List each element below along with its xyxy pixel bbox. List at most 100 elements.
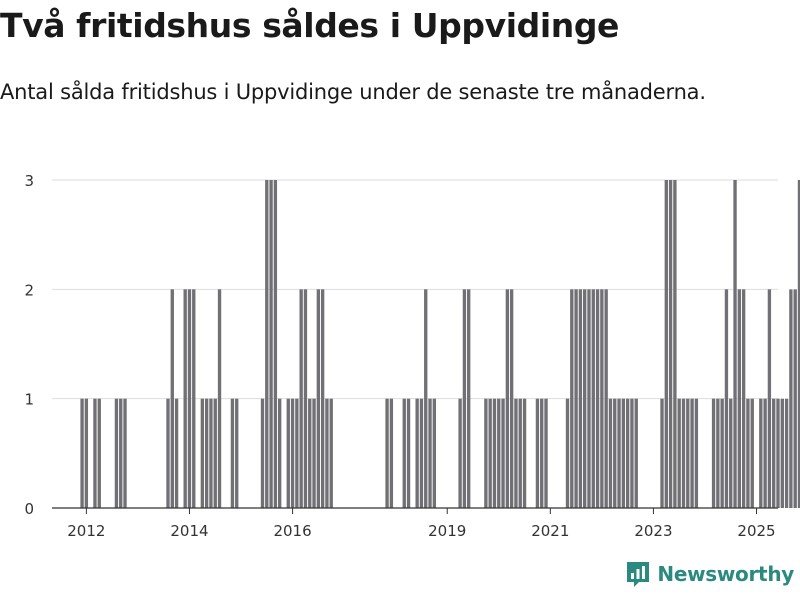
bar <box>746 398 750 508</box>
bar <box>784 398 789 508</box>
bar <box>80 398 84 508</box>
bar <box>273 180 278 508</box>
x-tick-label: 2025 <box>737 522 775 540</box>
bar <box>767 289 772 508</box>
bar <box>711 398 716 508</box>
bar <box>484 398 488 508</box>
x-tick-label: 2014 <box>170 522 208 540</box>
y-tick-label: 0 <box>24 500 34 518</box>
bar <box>522 398 527 508</box>
bar <box>93 398 97 508</box>
bar <box>286 398 290 508</box>
bar <box>303 289 308 508</box>
bar <box>213 398 217 508</box>
bar <box>217 289 222 508</box>
bar <box>462 289 467 508</box>
bar <box>230 398 235 508</box>
bar <box>763 398 767 508</box>
bar <box>613 398 617 508</box>
bar <box>544 398 548 508</box>
bar <box>694 398 699 508</box>
bar <box>690 398 694 508</box>
bar <box>595 289 600 508</box>
bar <box>574 289 578 508</box>
bar <box>415 398 419 508</box>
bar <box>174 398 179 508</box>
bar <box>591 289 595 508</box>
bar <box>604 289 608 508</box>
bar <box>424 289 428 508</box>
x-tick-label: 2019 <box>428 522 466 540</box>
bar <box>497 398 501 508</box>
bar <box>724 289 729 508</box>
bar <box>492 398 497 508</box>
bar <box>780 398 784 508</box>
bar <box>269 180 273 508</box>
bar <box>265 180 269 508</box>
bar <box>467 289 471 508</box>
bar <box>759 398 763 508</box>
newsworthy-logo-icon <box>627 562 650 587</box>
bar <box>290 398 295 508</box>
bar <box>729 398 733 508</box>
bar <box>565 398 570 508</box>
bar <box>578 289 583 508</box>
bar <box>660 398 664 508</box>
bar <box>540 398 544 508</box>
bar <box>432 398 437 508</box>
bar <box>514 398 518 508</box>
x-tick-label: 2021 <box>531 522 569 540</box>
bar <box>625 398 630 508</box>
bar <box>793 289 797 508</box>
bar <box>402 398 406 508</box>
bar <box>389 398 394 508</box>
brand-logo: Newsworthy <box>625 560 794 588</box>
bar <box>97 398 101 508</box>
bar <box>170 289 174 508</box>
bar <box>166 398 170 508</box>
bar <box>316 289 321 508</box>
bar <box>278 398 282 508</box>
bar <box>673 180 677 508</box>
bar <box>200 398 205 508</box>
bar <box>204 398 209 508</box>
bar <box>419 398 424 508</box>
bar <box>677 398 681 508</box>
bar <box>123 398 127 508</box>
bar <box>428 398 432 508</box>
bar <box>630 398 634 508</box>
bar <box>789 289 793 508</box>
bar <box>501 398 505 508</box>
bar <box>720 398 724 508</box>
bar <box>535 398 540 508</box>
bar <box>505 289 510 508</box>
bar <box>295 398 299 508</box>
bar <box>664 180 668 508</box>
bar <box>325 398 329 508</box>
bar <box>114 398 119 508</box>
y-tick-label: 1 <box>24 391 34 409</box>
bar <box>119 398 123 508</box>
bar <box>737 289 742 508</box>
bar <box>600 289 604 508</box>
bar <box>385 398 389 508</box>
bar <box>260 398 265 508</box>
bar <box>458 398 462 508</box>
bar <box>329 398 333 508</box>
bar-chart: 012320122014201620192021202320252 <box>24 172 800 540</box>
bar <box>192 289 196 508</box>
bar <box>518 398 522 508</box>
chart-title: Två fritidshus såldes i Uppvidinge <box>0 6 620 45</box>
bar <box>235 398 239 508</box>
bar <box>733 180 737 508</box>
y-tick-label: 3 <box>24 172 34 190</box>
bar <box>772 398 776 508</box>
bar <box>686 398 690 508</box>
bar <box>299 289 303 508</box>
bar <box>797 180 800 508</box>
bar <box>621 398 626 508</box>
bar <box>308 398 312 508</box>
bar <box>587 289 591 508</box>
brand-name: Newsworthy <box>657 562 794 586</box>
x-tick-label: 2023 <box>634 522 672 540</box>
